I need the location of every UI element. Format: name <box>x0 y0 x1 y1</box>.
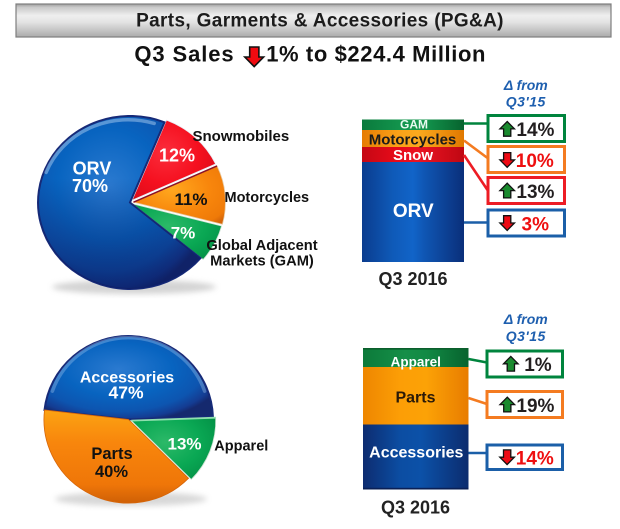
svg-text:ORV: ORV <box>393 201 434 222</box>
svg-text:1% to $224.4 Million: 1% to $224.4 Million <box>266 42 486 67</box>
svg-text:3%: 3% <box>522 214 550 235</box>
svg-text:47%: 47% <box>108 383 143 403</box>
svg-text:Motorcycles: Motorcycles <box>369 131 457 148</box>
svg-text:Parts, Garments & Accessories: Parts, Garments & Accessories (PG&A) <box>136 10 504 31</box>
svg-text:Accessories: Accessories <box>80 370 174 387</box>
svg-text:Q3'15: Q3'15 <box>506 94 546 110</box>
svg-text:Parts: Parts <box>91 445 132 463</box>
svg-text:13%: 13% <box>516 182 554 203</box>
svg-text:Parts: Parts <box>395 390 435 407</box>
svg-text:Accessories: Accessories <box>369 444 463 461</box>
svg-text:Q3'15: Q3'15 <box>506 328 546 344</box>
svg-text:Q3 2016: Q3 2016 <box>381 498 450 518</box>
svg-text:Δ from: Δ from <box>503 311 548 327</box>
svg-text:GAM: GAM <box>400 118 428 132</box>
svg-text:10%: 10% <box>516 151 554 172</box>
svg-text:Snowmobiles: Snowmobiles <box>193 128 290 145</box>
svg-text:40%: 40% <box>95 463 128 481</box>
svg-text:7%: 7% <box>171 224 196 243</box>
svg-text:70%: 70% <box>72 176 108 196</box>
svg-text:11%: 11% <box>174 190 207 209</box>
svg-text:Snow: Snow <box>393 147 433 164</box>
svg-text:Q3 2016: Q3 2016 <box>378 269 447 289</box>
svg-text:Global Adjacent: Global Adjacent <box>206 238 317 254</box>
svg-text:Δ from: Δ from <box>503 77 548 93</box>
svg-text:Q3 Sales: Q3 Sales <box>134 42 234 67</box>
svg-text:19%: 19% <box>516 396 554 417</box>
svg-text:Apparel: Apparel <box>391 354 441 369</box>
svg-text:Motorcycles: Motorcycles <box>225 190 310 206</box>
svg-text:12%: 12% <box>159 146 195 166</box>
svg-text:Apparel: Apparel <box>214 438 268 454</box>
svg-text:14%: 14% <box>516 120 554 141</box>
svg-text:Markets (GAM): Markets (GAM) <box>210 254 314 270</box>
svg-text:ORV: ORV <box>73 159 112 179</box>
svg-text:13%: 13% <box>167 435 201 454</box>
svg-text:1%: 1% <box>524 355 552 376</box>
svg-text:14%: 14% <box>516 449 554 470</box>
